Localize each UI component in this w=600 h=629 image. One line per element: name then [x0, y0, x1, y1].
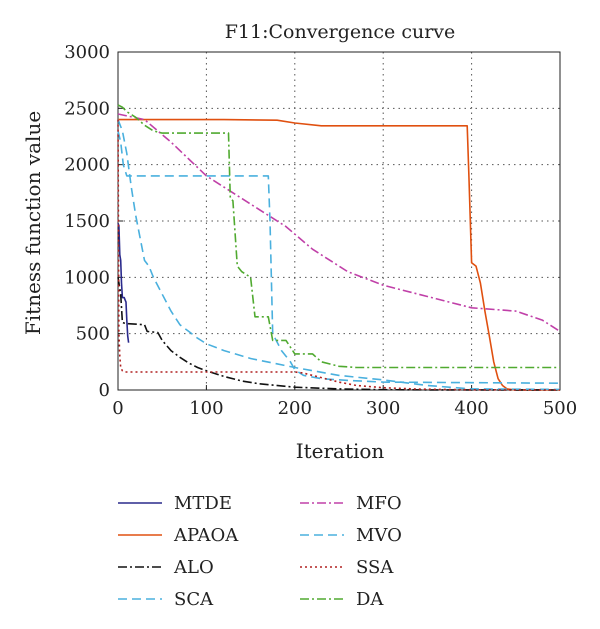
y-tick-label-500: 500: [76, 324, 110, 345]
legend: MTDE APAOA ALO SCA MFO MVO SSA DA: [118, 493, 402, 610]
grid-lines: [118, 52, 560, 390]
legend-label-ssa: SSA: [356, 557, 394, 578]
y-tick-label-1500: 1500: [64, 211, 110, 232]
y-tick-label-1000: 1000: [64, 267, 110, 288]
chart-title: F11:Convergence curve: [225, 21, 456, 43]
series-lines: [117, 104, 561, 391]
legend-label-mfo: MFO: [356, 493, 402, 514]
series-line-alo: [117, 277, 561, 391]
x-tick-label-200: 200: [278, 398, 312, 419]
series-line-mvo: [117, 130, 561, 384]
series-line-da: [117, 104, 560, 369]
series-line-apaoa: [118, 118, 560, 391]
y-tick-label-3000: 3000: [64, 42, 110, 63]
x-tick-label-100: 100: [189, 398, 223, 419]
y-axis-label: Fitness function value: [21, 111, 45, 335]
x-tick-label-400: 400: [454, 398, 488, 419]
x-tick-label-500: 500: [543, 398, 577, 419]
series-line-mtde: [117, 222, 130, 343]
series-line-mfo: [117, 113, 561, 333]
y-tick-label-2500: 2500: [64, 98, 110, 119]
legend-label-alo: ALO: [173, 557, 214, 578]
legend-label-da: DA: [356, 589, 384, 610]
x-tick-label-300: 300: [366, 398, 400, 419]
legend-label-apaoa: APAOA: [173, 525, 239, 546]
x-tick-label-0: 0: [112, 398, 123, 419]
legend-label-mtde: MTDE: [174, 493, 232, 514]
legend-label-mvo: MVO: [356, 525, 402, 546]
y-tick-label-0: 0: [99, 380, 110, 401]
y-tick-label-2000: 2000: [64, 155, 110, 176]
series-line-sca: [117, 119, 561, 391]
axis-ticks: 0 100 200 300 400 500 0 500 1000 1500 2000 2500 3000: [64, 42, 577, 419]
legend-label-sca: SCA: [174, 589, 214, 610]
series-line-ssa: [117, 119, 561, 391]
x-axis-label: Iteration: [296, 439, 385, 463]
